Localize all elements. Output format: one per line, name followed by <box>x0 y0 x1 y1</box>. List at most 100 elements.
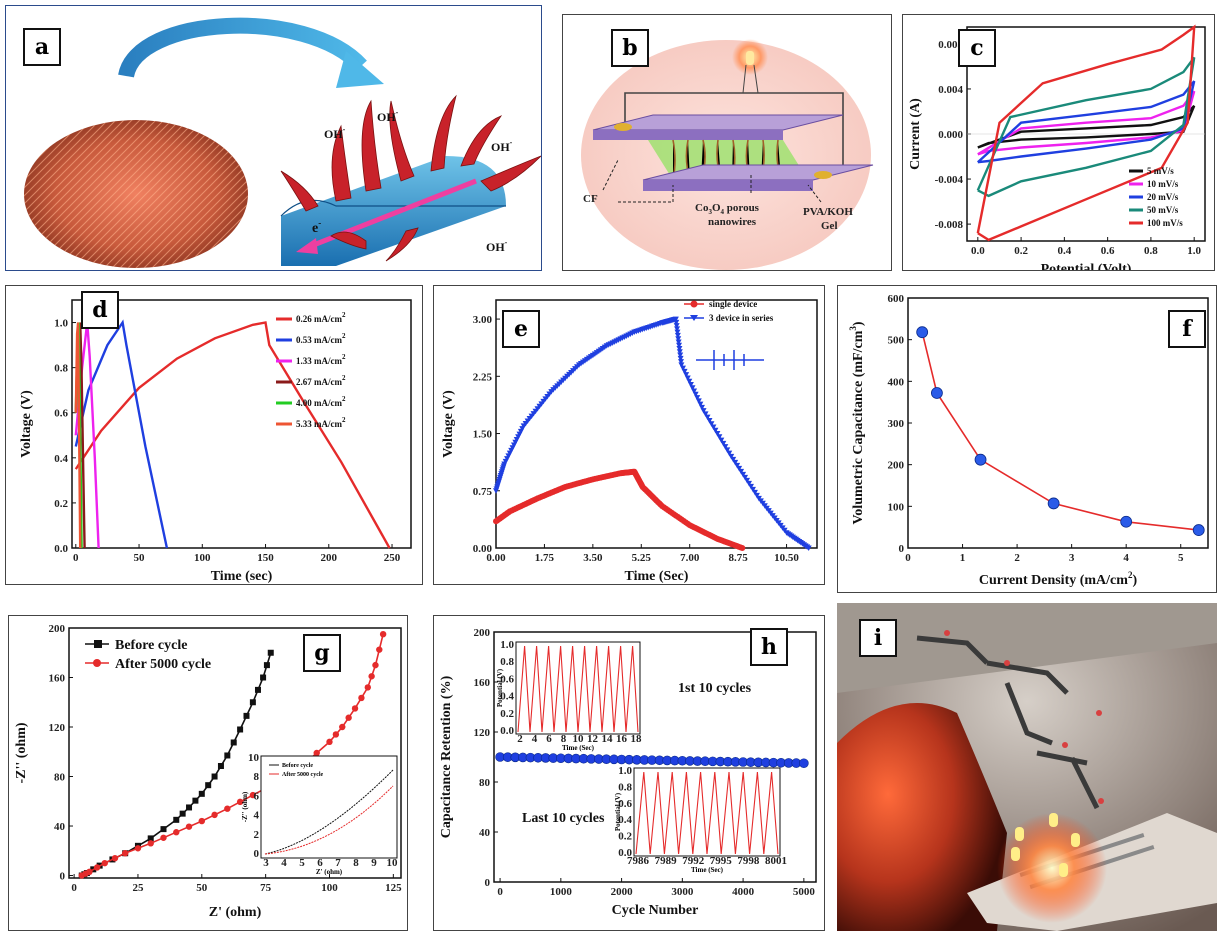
inset-first-y-label: Potential (V) <box>496 668 504 707</box>
y-tick-label: 160 <box>474 677 491 689</box>
data-point <box>237 726 244 733</box>
x-axis-label: Potential (Volt) <box>1041 262 1132 271</box>
data-point <box>86 868 93 876</box>
inset-first-x-tick: 18 <box>631 733 643 745</box>
inset-first-y-tick: 0.0 <box>500 725 514 737</box>
panel-label-a: a <box>23 28 61 66</box>
data-point <box>740 471 747 478</box>
legend-label: 100 mV/s <box>1147 218 1183 228</box>
panel-label-f: f <box>1168 310 1206 348</box>
inset-first-y-tick: 0.6 <box>500 673 514 685</box>
panel-label-d: d <box>81 291 119 329</box>
gcd-curve-0-53-mA-cm <box>74 319 169 549</box>
data-point <box>173 816 180 823</box>
electron-label: e- <box>312 218 321 236</box>
y-tick-label: 1.50 <box>473 429 493 441</box>
annotation-last-cycles: Last 10 cycles <box>522 811 605 826</box>
data-point <box>185 823 193 830</box>
data-point <box>712 427 719 434</box>
legend-label: 0.26 mA/cm2 <box>296 311 346 324</box>
data-point <box>674 329 681 336</box>
data-point <box>186 804 193 811</box>
data-point <box>676 346 683 352</box>
inset-legend-label: Before cycle <box>282 763 313 769</box>
data-point <box>718 437 725 444</box>
x-tick-label: 0 <box>905 552 911 564</box>
y-tick-label: 0.00 <box>473 543 493 555</box>
y-tick-label: 0 <box>485 877 491 889</box>
data-point <box>205 782 212 789</box>
x-axis-label: Current Density (mA/cm2) <box>979 570 1138 588</box>
data-point <box>674 326 681 332</box>
data-point <box>160 826 167 833</box>
data-point <box>695 398 702 404</box>
y-tick-label: 300 <box>888 418 905 430</box>
data-point <box>676 342 683 349</box>
legend-label: 10 mV/s <box>1147 179 1179 189</box>
gcd-curve-5-33-mA-cm <box>74 322 82 549</box>
y-tick-label: 0.75 <box>473 486 493 498</box>
cf-label: CF <box>583 193 598 205</box>
y-axis-label-sup: 3 <box>848 326 858 331</box>
inset-y-tick: 0 <box>254 848 260 860</box>
x-axis-label: Time (sec) <box>211 569 273 584</box>
capacitance-line <box>921 332 1199 531</box>
plot-frame <box>68 627 402 879</box>
data-point <box>710 424 717 430</box>
series-line-circle <box>495 470 743 549</box>
inset-first-x-tick: 16 <box>616 733 628 745</box>
data-point <box>916 326 929 339</box>
data-point <box>672 316 679 323</box>
x-axis-label: Time (Sec) <box>625 569 689 584</box>
panel-label-e: e <box>502 310 540 348</box>
inset-last-x-tick: 7989 <box>655 855 678 867</box>
inset-first-x-tick: 10 <box>573 733 585 745</box>
inset-x-label: Z' (ohm) <box>316 868 343 876</box>
inset-last-y-tick: 1.0 <box>618 765 632 777</box>
legend-label: 50 mV/s <box>1147 205 1179 215</box>
data-point <box>692 391 699 398</box>
inset-last-cycles-line <box>635 771 779 855</box>
panel-c: 0.0 0.2 0.4 0.6 0.8 1.0 -0.008 -0.004 0.000 0.004… <box>902 14 1215 271</box>
gcd-chart: 0 50 100 150 200 250 0.0 0.2 0.4 0.6 0.8 1.0 Time (s… <box>19 299 412 584</box>
x-tick-label: 100 <box>321 882 338 894</box>
data-point <box>376 646 383 653</box>
data-point <box>736 465 743 472</box>
y-tick-label: -0.004 <box>935 174 964 186</box>
data-point <box>173 829 180 836</box>
x-axis-label-sup: 2 <box>1128 570 1133 580</box>
inset-last-x-tick: 7986 <box>627 855 650 867</box>
series-battery-icon <box>696 350 764 370</box>
x-tick-label: 125 <box>385 882 402 894</box>
inset-curve-before <box>264 769 394 855</box>
x-tick-label: 10.50 <box>774 552 799 564</box>
data-point <box>326 738 333 746</box>
legend-label: 4.00 mA/cm2 <box>296 395 346 408</box>
data-point <box>714 431 721 437</box>
data-point <box>674 332 681 339</box>
inset-first-y-tick: 0.4 <box>500 691 514 703</box>
data-point <box>722 444 729 450</box>
data-point <box>332 731 340 738</box>
inset-x-tick: 9 <box>371 857 377 869</box>
legend-sup: 2 <box>342 395 346 403</box>
y-axis-label: Voltage (V) <box>441 390 456 458</box>
panel-label-g: g <box>303 634 341 672</box>
data-point <box>931 387 943 399</box>
data-point <box>749 486 756 493</box>
data-point <box>742 474 749 481</box>
inset-x-tick: 8 <box>353 857 359 869</box>
legend-sup: 2 <box>342 416 346 424</box>
inset-last-x-tick: 7995 <box>710 855 733 867</box>
data-point <box>351 705 359 712</box>
data-point <box>684 375 691 381</box>
data-point <box>160 834 167 841</box>
x-tick-label: 5000 <box>793 886 816 898</box>
y-axis-label: Volumetric Capacitance (mF/cm3) <box>848 321 866 524</box>
inset-last-x-tick: 8001 <box>765 855 787 867</box>
data-point <box>702 411 709 417</box>
data-point <box>675 339 682 345</box>
y-tick-label: 80 <box>54 772 66 784</box>
legend-sup: 2 <box>342 311 346 319</box>
capacitance-chart: 0 1 2 3 4 5 0 100 200 300 400 500 600 Current Density… <box>848 293 1209 588</box>
